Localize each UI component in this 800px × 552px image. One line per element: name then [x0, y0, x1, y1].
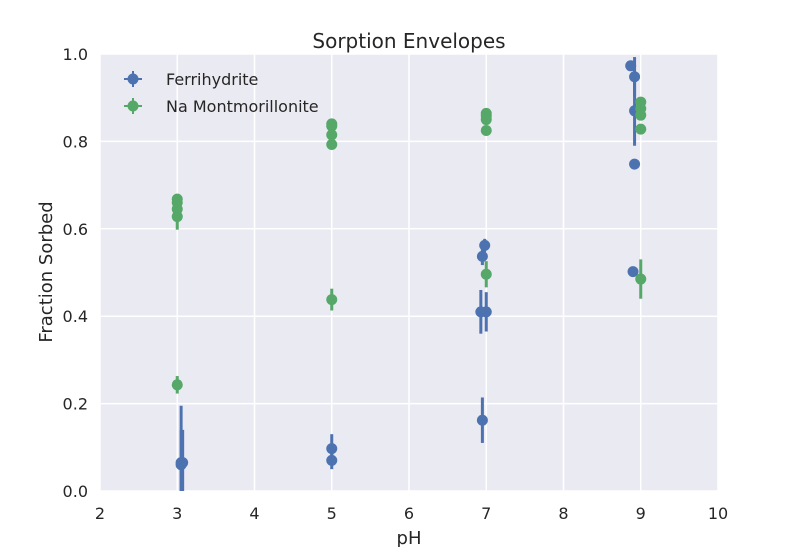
legend-item: Na Montmorillonite: [124, 97, 319, 116]
data-marks: [171, 57, 647, 491]
data-point: [480, 124, 492, 136]
data-point: [625, 60, 637, 72]
data-point: [326, 294, 338, 306]
data-point: [635, 273, 647, 285]
tick-labels: 2 3 4 5 6 7 8 9 10 0.0 0.2 0.4 0.6 0.8 1.0: [63, 45, 729, 523]
x-tick-label: 9: [636, 504, 646, 523]
legend: Ferrihydrite Na Montmorillonite: [124, 70, 319, 116]
x-tick-label: 7: [481, 504, 491, 523]
data-point: [326, 454, 338, 466]
series-1: [171, 96, 647, 394]
data-point: [480, 268, 492, 280]
x-axis-label: pH: [397, 528, 422, 547]
legend-marker: [127, 100, 139, 112]
data-point: [479, 239, 491, 251]
data-point: [326, 129, 338, 141]
data-point: [635, 96, 647, 108]
legend-label: Na Montmorillonite: [166, 97, 319, 116]
x-tick-label: 8: [558, 504, 568, 523]
x-tick-label: 3: [172, 504, 182, 523]
data-point: [635, 123, 647, 135]
chart-title: Sorption Envelopes: [312, 29, 505, 53]
data-point: [326, 138, 338, 150]
x-tick-label: 5: [327, 504, 337, 523]
data-point: [627, 266, 639, 278]
data-point: [476, 250, 488, 262]
data-point: [480, 306, 492, 318]
x-tick-label: 10: [708, 504, 728, 523]
data-point: [175, 459, 187, 471]
x-tick-label: 6: [404, 504, 414, 523]
data-point: [476, 414, 488, 426]
data-point: [480, 107, 492, 119]
data-point: [171, 379, 183, 391]
y-tick-label: 0.0: [63, 482, 88, 501]
data-point: [629, 158, 641, 170]
y-tick-label: 0.8: [63, 132, 88, 151]
y-tick-label: 1.0: [63, 45, 88, 64]
y-tick-label: 0.2: [63, 395, 88, 414]
x-tick-label: 4: [249, 504, 259, 523]
y-tick-label: 0.4: [63, 307, 88, 326]
data-point: [326, 443, 338, 455]
legend-marker: [127, 73, 139, 85]
data-point: [171, 193, 183, 205]
legend-item: Ferrihydrite: [124, 70, 258, 89]
series-0: [175, 57, 641, 491]
data-point: [629, 71, 641, 83]
x-tick-label: 2: [95, 504, 105, 523]
y-tick-label: 0.6: [63, 220, 88, 239]
data-point: [326, 118, 338, 130]
y-axis-label: Fraction Sorbed: [36, 201, 57, 342]
legend-label: Ferrihydrite: [166, 70, 258, 89]
